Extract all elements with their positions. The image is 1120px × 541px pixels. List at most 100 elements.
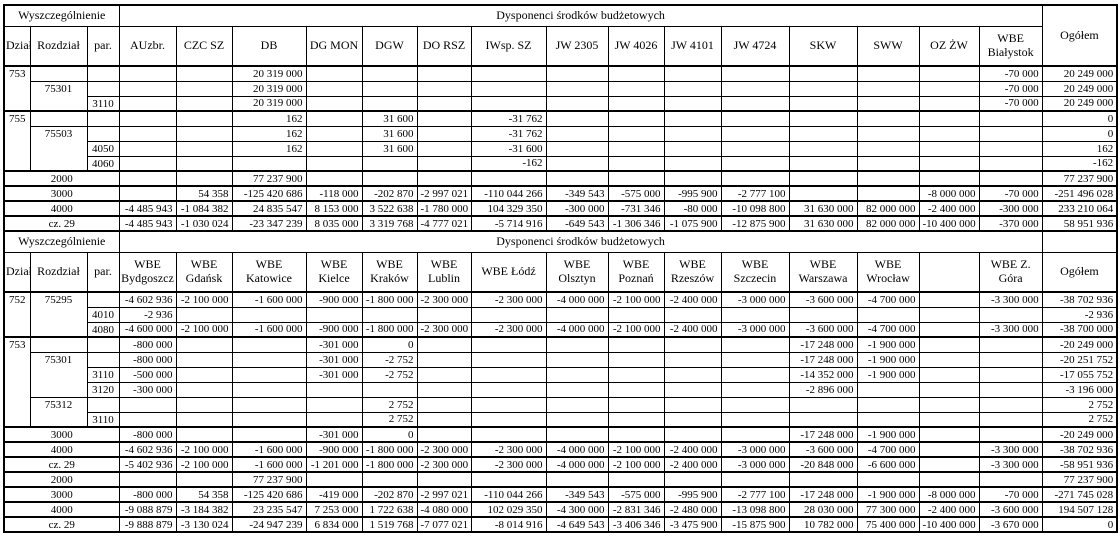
value-cell: -3 000 000 <box>720 456 790 473</box>
value-cell <box>788 65 858 82</box>
value-cell <box>720 336 790 353</box>
row-label: 755 <box>3 110 31 172</box>
value-cell: -17 248 000 <box>788 486 858 503</box>
row-label-empty <box>86 80 120 97</box>
value-cell: 0 <box>361 336 418 353</box>
value-cell: -2 100 000 <box>607 441 665 458</box>
value-cell: 82 000 000 <box>856 215 920 232</box>
value-cell: 54 358 <box>175 185 233 202</box>
value-cell <box>305 306 363 323</box>
value-cell: -7 077 021 <box>416 516 472 533</box>
header-column: DGW <box>361 25 418 67</box>
value-cell <box>788 95 858 112</box>
value-cell <box>231 366 307 383</box>
value-cell <box>918 140 980 157</box>
value-cell <box>607 351 665 368</box>
value-cell <box>545 336 609 353</box>
value-cell: -3 406 346 <box>607 516 665 533</box>
value-cell <box>416 426 472 443</box>
value-cell <box>856 170 920 187</box>
value-cell <box>607 140 665 157</box>
value-cell <box>607 336 665 353</box>
value-cell <box>788 110 858 127</box>
value-cell: -31 762 <box>470 125 547 142</box>
header-column: JW 4724 <box>720 25 790 67</box>
value-cell: -17 055 752 <box>1041 366 1118 383</box>
value-cell <box>231 336 307 353</box>
value-cell <box>305 411 363 428</box>
header-column: JW 4101 <box>663 25 722 67</box>
value-cell <box>175 140 233 157</box>
value-cell <box>175 366 233 383</box>
value-cell: -300 000 <box>118 381 177 398</box>
value-cell <box>720 80 790 97</box>
value-cell: 8 035 000 <box>305 215 363 232</box>
value-cell <box>175 125 233 142</box>
row-label: 4000 <box>3 501 120 518</box>
value-cell: -800 000 <box>118 351 177 368</box>
row-label: 75295 <box>29 291 88 338</box>
value-cell: -2 400 000 <box>663 291 722 308</box>
value-cell <box>720 426 790 443</box>
value-cell: -301 000 <box>305 426 363 443</box>
value-cell: -4 649 543 <box>545 516 609 533</box>
row-label: 75301 <box>29 351 88 398</box>
value-cell: -3 000 000 <box>720 321 790 338</box>
value-cell <box>305 140 363 157</box>
row-label: 4050 <box>86 140 120 157</box>
header-row-columns-1: Dział Rozdział par. AUzbr. CZC SZ DB DG MON DGW… <box>3 25 1117 67</box>
value-cell <box>720 170 790 187</box>
value-cell: -3 300 000 <box>978 291 1043 308</box>
value-cell <box>118 80 177 97</box>
value-cell <box>305 170 363 187</box>
value-cell: -118 000 <box>305 185 363 202</box>
row-label-empty <box>86 351 120 368</box>
value-cell <box>856 125 920 142</box>
value-cell <box>175 306 233 323</box>
value-cell <box>470 65 547 82</box>
row-label: 4000 <box>3 200 120 217</box>
value-cell: 3 319 768 <box>361 215 418 232</box>
value-cell: -2 300 000 <box>470 321 547 338</box>
value-cell <box>856 306 920 323</box>
value-cell: -3 300 000 <box>978 321 1043 338</box>
table-row: 4060 -162 -162 <box>4 155 1118 172</box>
value-cell: -20 249 000 <box>1041 336 1118 353</box>
value-cell <box>545 170 609 187</box>
value-cell <box>175 110 233 127</box>
value-cell <box>918 170 980 187</box>
value-cell <box>978 125 1043 142</box>
table-row: 75312 2 752 2 752 <box>4 396 1118 428</box>
header-column: DG MON <box>305 25 363 67</box>
header-row-group-1: Wyszczególnienie Dysponenci środków budże… <box>3 4 1118 67</box>
value-cell <box>663 366 722 383</box>
value-cell <box>663 125 722 142</box>
table-row: 3110 2 752 2 752 <box>4 411 1118 428</box>
value-cell <box>978 396 1043 413</box>
value-cell: 233 210 064 <box>1041 200 1118 217</box>
value-cell: 162 <box>231 125 307 142</box>
header-column: JW 4026 <box>607 25 665 67</box>
value-cell: 0 <box>1041 516 1118 533</box>
value-cell <box>416 351 472 368</box>
value-cell <box>918 351 980 368</box>
value-cell: -12 875 900 <box>720 215 790 232</box>
table-row: 4000 -9 088 879 -3 184 382 23 235 547 7 253 … <box>3 501 1118 518</box>
value-cell: -251 496 028 <box>1041 185 1118 202</box>
value-cell <box>470 351 547 368</box>
value-cell <box>175 155 233 172</box>
value-cell <box>361 471 418 488</box>
value-cell: -1 780 000 <box>416 200 472 217</box>
value-cell: 162 <box>231 110 307 127</box>
value-cell: 31 600 <box>361 125 418 142</box>
value-cell <box>175 411 233 428</box>
row-label: 3000 <box>3 185 120 202</box>
header-column: WBE Z. Góra <box>978 251 1043 293</box>
value-cell: -301 000 <box>305 351 363 368</box>
value-cell: 162 <box>1041 140 1118 157</box>
value-cell: 77 300 000 <box>856 501 920 518</box>
table-row: 753 20 319 000 -70 000 20 249 000 <box>3 65 1118 112</box>
value-cell: -10 400 000 <box>918 215 980 232</box>
value-cell <box>978 170 1043 187</box>
row-label-empty <box>29 110 88 127</box>
